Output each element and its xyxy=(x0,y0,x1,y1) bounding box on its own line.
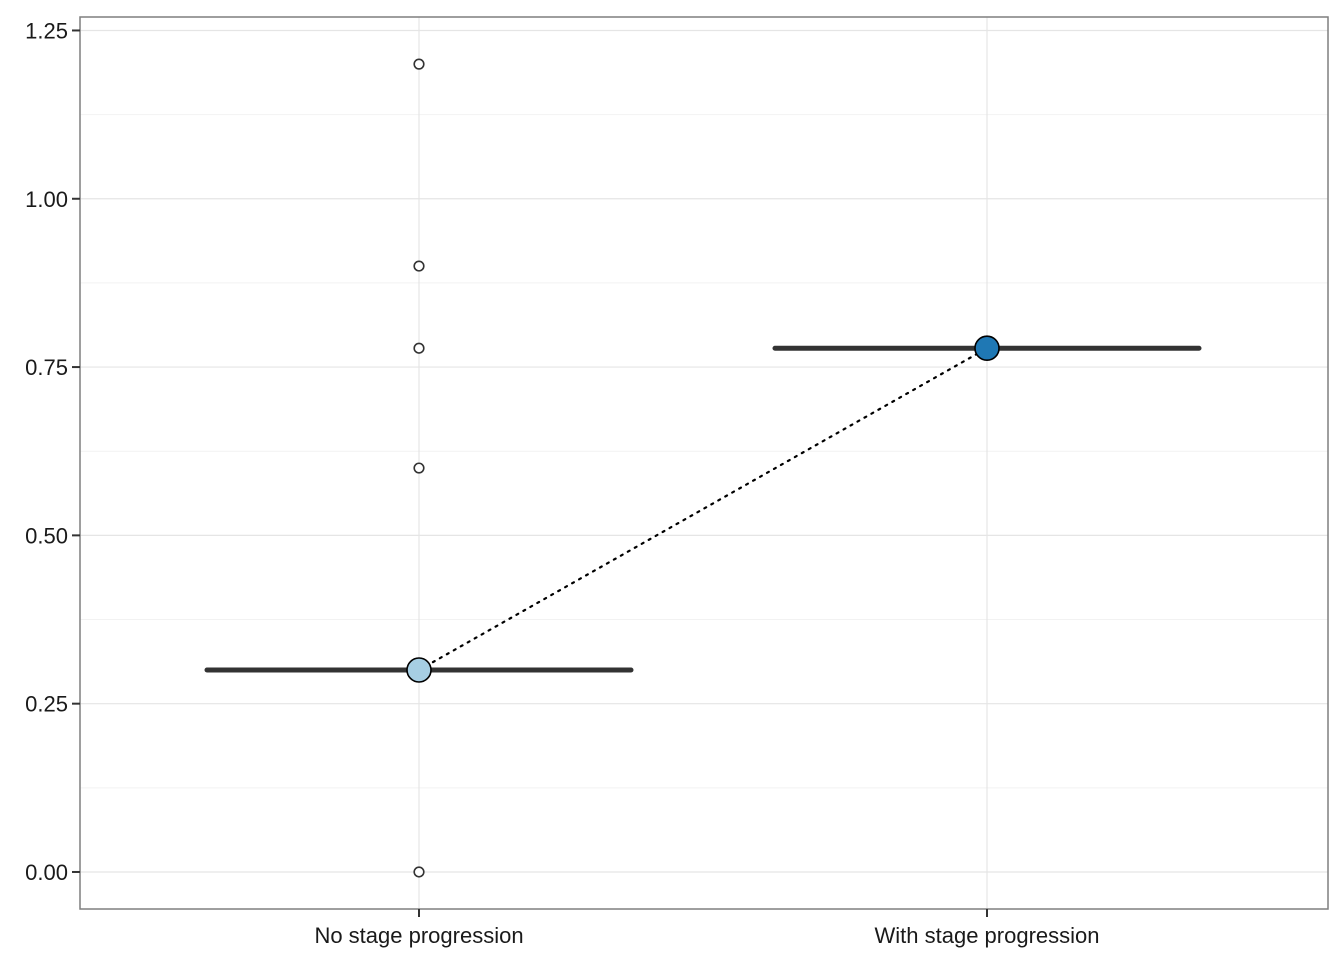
observation-point xyxy=(413,58,425,70)
y-tick-label: 0.00 xyxy=(25,860,68,885)
y-tick-label: 0.25 xyxy=(25,692,68,717)
y-axis: 0.00 0.25 0.50 0.75 1.00 1.25 xyxy=(25,18,80,885)
summary-connector-layer xyxy=(417,347,989,672)
panel-border xyxy=(79,16,1329,910)
observation-point xyxy=(413,260,425,272)
observation-point xyxy=(413,342,425,354)
x-axis: No stage progression With stage progressi… xyxy=(314,909,1100,948)
summary-connector-line xyxy=(417,347,989,672)
minor-gridlines xyxy=(80,114,1328,789)
summary-points xyxy=(406,335,1000,683)
y-tick-label: 0.50 xyxy=(25,523,68,548)
observation-point xyxy=(413,866,425,878)
observation-points xyxy=(413,58,425,878)
observation-point xyxy=(413,462,425,474)
y-tick-label: 1.00 xyxy=(25,187,68,212)
summary-point xyxy=(406,657,432,683)
summary-bars xyxy=(204,345,1202,673)
y-tick-label: 1.25 xyxy=(25,18,68,43)
x-tick-label: With stage progression xyxy=(875,923,1100,948)
y-tick-label: 0.75 xyxy=(25,355,68,380)
x-tick-label: No stage progression xyxy=(314,923,523,948)
major-gridlines xyxy=(80,17,1328,909)
summary-point xyxy=(974,335,1000,362)
